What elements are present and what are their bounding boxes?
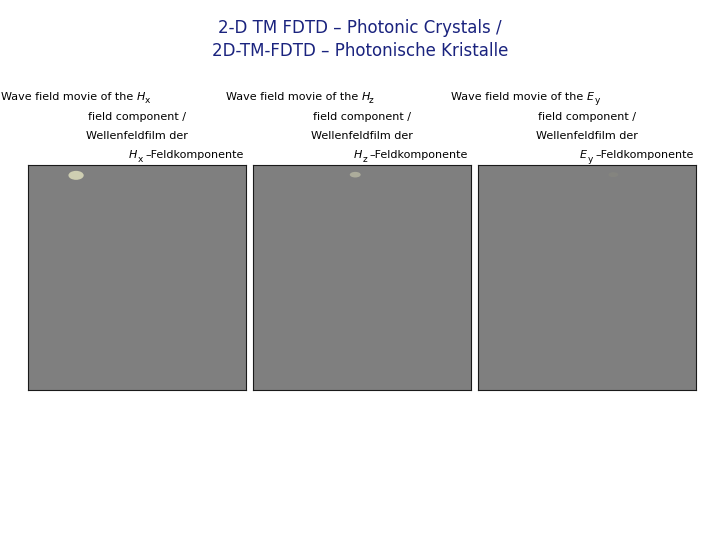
Text: z: z (369, 96, 374, 105)
Ellipse shape (68, 171, 84, 180)
Text: Wave field movie of the: Wave field movie of the (451, 92, 588, 102)
Text: E: E (588, 92, 594, 102)
Text: H: H (137, 92, 145, 102)
Text: E: E (580, 150, 588, 160)
Text: Wellenfeldfilm der: Wellenfeldfilm der (536, 131, 638, 141)
Text: H: H (361, 92, 370, 102)
Text: field component /: field component / (88, 111, 186, 122)
Text: y: y (595, 96, 600, 105)
Text: x: x (145, 96, 150, 105)
Text: field component /: field component / (538, 111, 636, 122)
Text: field component /: field component / (312, 111, 411, 122)
Text: Wave field movie of the: Wave field movie of the (226, 92, 361, 102)
Text: Wellenfeldfilm der: Wellenfeldfilm der (311, 131, 413, 141)
Text: Wave field movie of the: Wave field movie of the (1, 92, 137, 102)
Text: –Feldkomponente: –Feldkomponente (595, 150, 693, 160)
Text: y: y (588, 154, 593, 164)
Ellipse shape (608, 172, 618, 177)
Text: –Feldkomponente: –Feldkomponente (145, 150, 243, 160)
Text: –Feldkomponente: –Feldkomponente (370, 150, 468, 160)
Text: H: H (354, 150, 361, 160)
Text: x: x (138, 154, 143, 164)
Text: 2-D TM FDTD – Photonic Crystals /
2D-TM-FDTD – Photonische Kristalle: 2-D TM FDTD – Photonic Crystals / 2D-TM-… (212, 19, 508, 60)
Text: z: z (362, 154, 367, 164)
Text: Wellenfeldfilm der: Wellenfeldfilm der (86, 131, 188, 141)
Ellipse shape (350, 172, 361, 178)
Text: H: H (129, 150, 137, 160)
